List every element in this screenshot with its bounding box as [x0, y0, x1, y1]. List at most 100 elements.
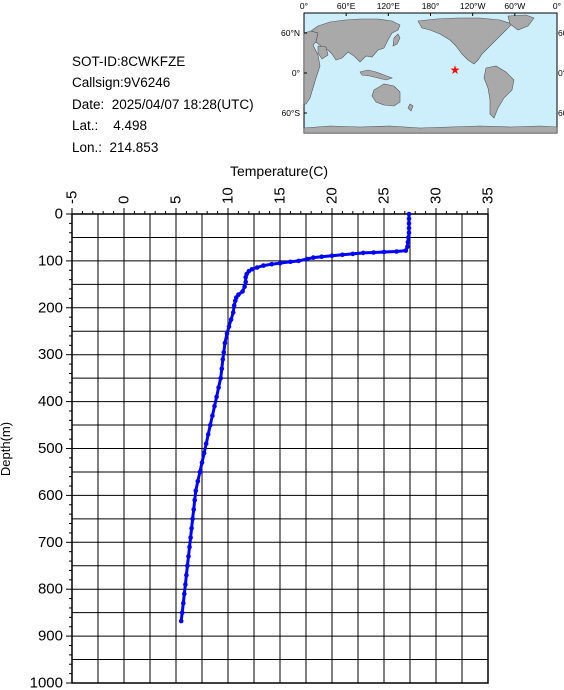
- x-tick-label: -5: [64, 191, 81, 204]
- y-axis-tick-labels: 0 100 200 300 400 500 600 700 800 900 1000: [30, 206, 63, 690]
- data-point: [205, 432, 211, 437]
- y-tick-label: 800: [38, 581, 63, 598]
- callsign-text: Callsign:9V6246: [72, 75, 171, 91]
- map-lat-label-right: 60°S: [558, 108, 564, 118]
- chart-grid: [71, 213, 489, 684]
- data-point: [240, 289, 245, 294]
- map-lon-label: 120°W: [460, 1, 486, 11]
- map-lon-label: 60°E: [337, 1, 356, 11]
- data-point: [269, 261, 275, 267]
- y-tick-label: 200: [38, 299, 63, 316]
- temperature-profile-line: [179, 214, 411, 622]
- data-point: [405, 244, 410, 250]
- y-axis-label: Depth(m): [0, 422, 13, 476]
- data-point: [394, 249, 399, 254]
- data-point: [186, 554, 191, 559]
- float-info: SOT-ID:8CWKFZE Callsign:9V6246 Date: 202…: [72, 51, 254, 158]
- map-ticks: [303, 13, 558, 114]
- data-point: [403, 248, 409, 253]
- data-point: [254, 265, 260, 270]
- y-tick-label: 1000: [30, 675, 63, 690]
- data-point: [221, 350, 227, 355]
- data-point: [182, 591, 187, 597]
- data-point: [360, 250, 366, 256]
- y-tick-label: 0: [55, 206, 63, 223]
- x-tick-label: 5: [168, 196, 185, 204]
- x-tick-label: 15: [272, 187, 289, 204]
- data-point: [243, 279, 248, 285]
- map-right-labels: 60°N 0° 60°S: [558, 28, 564, 118]
- data-point: [230, 310, 236, 315]
- map-lon-label: 0°: [300, 1, 308, 11]
- data-point: [406, 211, 412, 217]
- data-point: [214, 394, 219, 400]
- map-lat-label-right: 0°: [558, 68, 564, 78]
- data-point: [199, 460, 205, 465]
- data-point: [220, 357, 226, 362]
- data-point: [340, 252, 345, 258]
- map-land: [303, 14, 558, 134]
- map-lon-label: 120°E: [377, 1, 401, 11]
- land-eurasia: [310, 18, 401, 63]
- map-lon-label: 60°W: [504, 1, 525, 11]
- data-point: [219, 366, 225, 372]
- lon-text: Lon.: 214.853: [72, 139, 159, 155]
- data-point: [242, 284, 247, 290]
- data-point: [208, 422, 213, 428]
- data-point: [381, 249, 387, 255]
- data-point: [224, 331, 230, 336]
- data-point: [218, 375, 223, 381]
- map-lon-label: 0°: [553, 1, 561, 11]
- data-point: [329, 253, 335, 258]
- x-axis-ticks: [71, 208, 489, 214]
- data-point: [187, 544, 192, 550]
- land-japan: [392, 33, 401, 47]
- x-axis-label: Temperature(C): [230, 163, 328, 179]
- data-point: [191, 507, 196, 512]
- data-point: [288, 259, 293, 265]
- map-lat-label-right: 60°N: [558, 28, 564, 38]
- map-left-labels: 60°N 0° 60°S: [281, 28, 300, 118]
- data-point: [226, 324, 232, 329]
- data-point: [228, 317, 234, 322]
- x-tick-label: 0: [116, 196, 133, 204]
- data-point: [243, 275, 248, 280]
- y-tick-label: 600: [38, 487, 63, 504]
- data-point: [296, 258, 302, 264]
- map-lon-label: 180°: [422, 1, 440, 11]
- data-point: [406, 230, 412, 236]
- y-tick-label: 400: [38, 393, 63, 410]
- land-south-america: [483, 65, 515, 119]
- y-tick-label: 500: [38, 440, 63, 457]
- data-point: [195, 479, 201, 484]
- y-tick-label: 900: [38, 628, 63, 645]
- x-tick-label: 20: [324, 187, 341, 204]
- x-tick-label: 25: [376, 187, 393, 204]
- y-axis-ticks: [66, 213, 72, 684]
- x-tick-label: 10: [220, 187, 237, 204]
- data-point: [190, 516, 195, 522]
- data-point: [201, 450, 207, 456]
- float-position-marker: ★: [450, 63, 461, 77]
- data-point: [311, 255, 316, 260]
- data-point: [179, 610, 185, 615]
- data-point: [406, 221, 412, 226]
- data-point: [222, 340, 228, 346]
- data-point: [350, 251, 356, 257]
- data-point: [188, 535, 193, 540]
- data-point: [178, 618, 184, 624]
- x-axis-tick-labels: -5 0 5 10 15 20 25 30 35: [64, 187, 497, 204]
- data-point: [233, 298, 238, 304]
- lat-text: Lat.: 4.498: [72, 118, 148, 134]
- map-lat-label-left: 60°N: [281, 28, 300, 38]
- data-point: [231, 303, 237, 308]
- sot-id-text: SOT-ID:8CWKFZE: [72, 54, 186, 69]
- data-point: [261, 263, 266, 268]
- data-point: [197, 469, 203, 475]
- data-point: [210, 413, 215, 419]
- data-point: [216, 385, 221, 390]
- data-point: [319, 254, 324, 259]
- land-antarctica: [303, 125, 558, 134]
